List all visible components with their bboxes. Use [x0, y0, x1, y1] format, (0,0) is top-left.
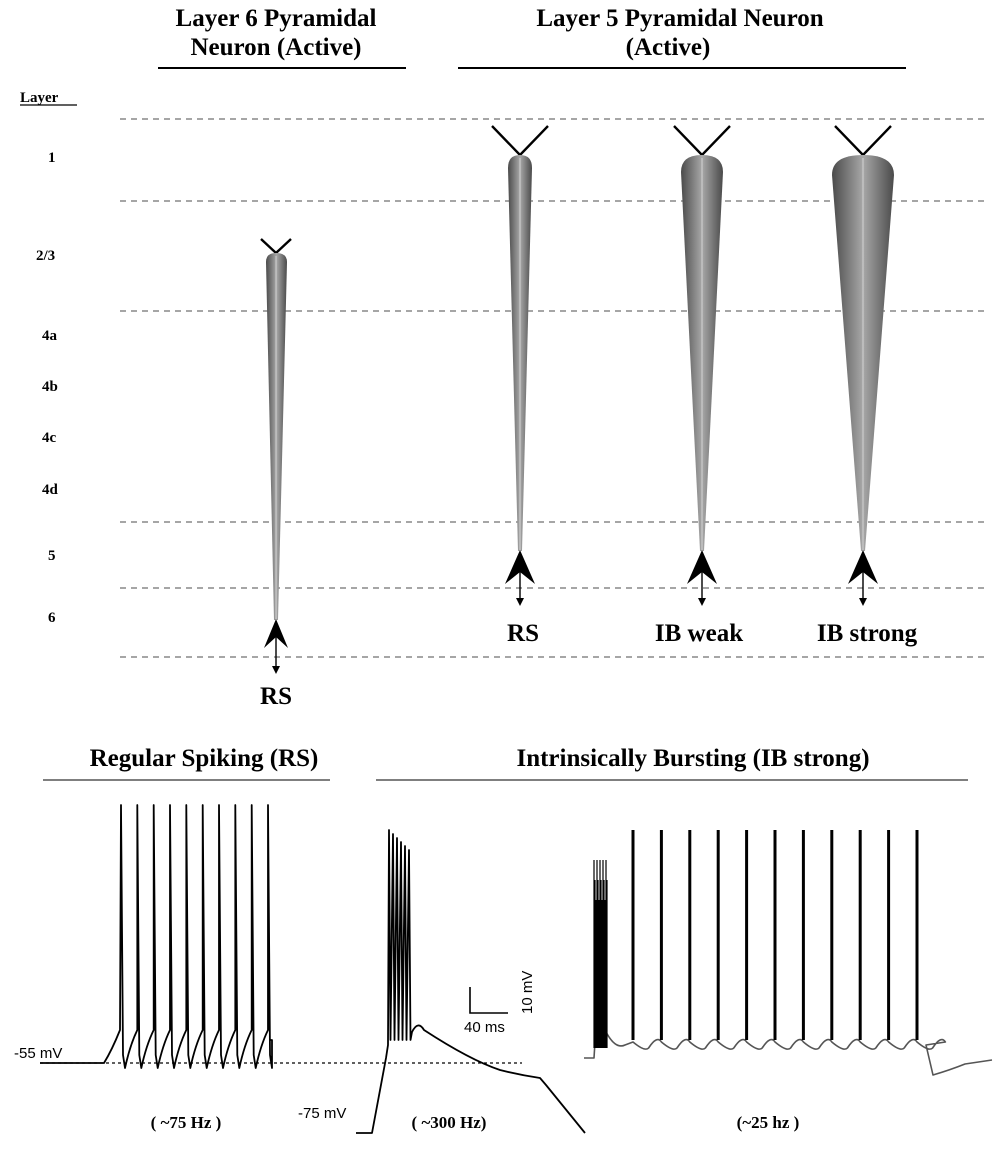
layer-label-2-3: 2/3 [36, 248, 55, 264]
layer-label-1: 1 [48, 150, 56, 166]
scale-bar: 40 ms 10 mV [464, 971, 536, 1036]
neuron-label: IB strong [817, 620, 918, 647]
layer5-header-line1: Layer 5 Pyramidal Neuron [536, 5, 823, 32]
voltage-label-55: -55 mV [14, 1045, 62, 1062]
neuron-l5-ib-strong: IB strong [817, 125, 918, 647]
layer-label-4c: 4c [42, 430, 57, 446]
apical-tuft [673, 125, 731, 157]
layer-label-4b: 4b [42, 379, 58, 395]
rs-trace-heading: Regular Spiking (RS) [43, 745, 330, 781]
axon-arrowhead [272, 666, 280, 674]
layer-label-4a: 4a [42, 328, 58, 344]
ib-burst-voltage-trace [356, 829, 586, 1134]
neuron-label: IB weak [655, 620, 743, 647]
apical-tuft [260, 238, 292, 255]
neuron-l6-rs: RS [260, 238, 292, 710]
scale-bar-lines [469, 987, 508, 1014]
soma [505, 550, 535, 584]
ib-burst-frequency: ( ~300 Hz) [412, 1113, 487, 1132]
rs-voltage-trace [40, 804, 273, 1069]
apical-dendrite [266, 253, 287, 620]
voltage-label-75: -75 mV [298, 1105, 346, 1122]
layer6-header: Layer 6 Pyramidal Neuron (Active) [158, 5, 406, 69]
axon-arrowhead [698, 598, 706, 606]
ib-tonic-frequency: (~25 hz ) [737, 1113, 800, 1132]
layer-label-6: 6 [48, 610, 56, 626]
neuron-l5-ib-weak: IB weak [655, 125, 743, 647]
apical-tuft [834, 125, 892, 157]
layer5-header: Layer 5 Pyramidal Neuron (Active) [458, 5, 906, 69]
soma [848, 550, 878, 584]
layer-label-5: 5 [48, 548, 56, 564]
ib-tonic-voltage-trace [584, 1009, 993, 1076]
ib-tonic-spikes [593, 830, 919, 1048]
layer-axis-title: Layer [20, 90, 59, 106]
soma [687, 550, 717, 584]
scale-bar-time: 40 ms [464, 1019, 505, 1036]
axon-arrowhead [516, 598, 524, 606]
neuron-l5-rs: RS [491, 125, 549, 647]
scale-bar-voltage: 10 mV [519, 971, 536, 1014]
neuron-label: RS [507, 620, 539, 647]
layer6-header-line2: Neuron (Active) [190, 34, 361, 61]
apical-tuft [491, 125, 549, 157]
ib-trace-heading: Intrinsically Bursting (IB strong) [376, 745, 968, 781]
layer6-header-line1: Layer 6 Pyramidal [176, 5, 377, 32]
soma [264, 619, 288, 648]
layer-boundaries [120, 118, 986, 658]
layer5-header-line2: (Active) [626, 34, 711, 61]
rs-frequency: ( ~75 Hz ) [151, 1113, 222, 1132]
ib-heading-text: Intrinsically Bursting (IB strong) [516, 745, 869, 772]
neuron-label: RS [260, 683, 292, 710]
layer-axis: Layer 1 2/3 4a 4b 4c 4d 5 6 [20, 90, 77, 626]
layer-label-4d: 4d [42, 482, 59, 498]
axon-arrowhead [859, 598, 867, 606]
rs-heading-text: Regular Spiking (RS) [90, 745, 319, 772]
